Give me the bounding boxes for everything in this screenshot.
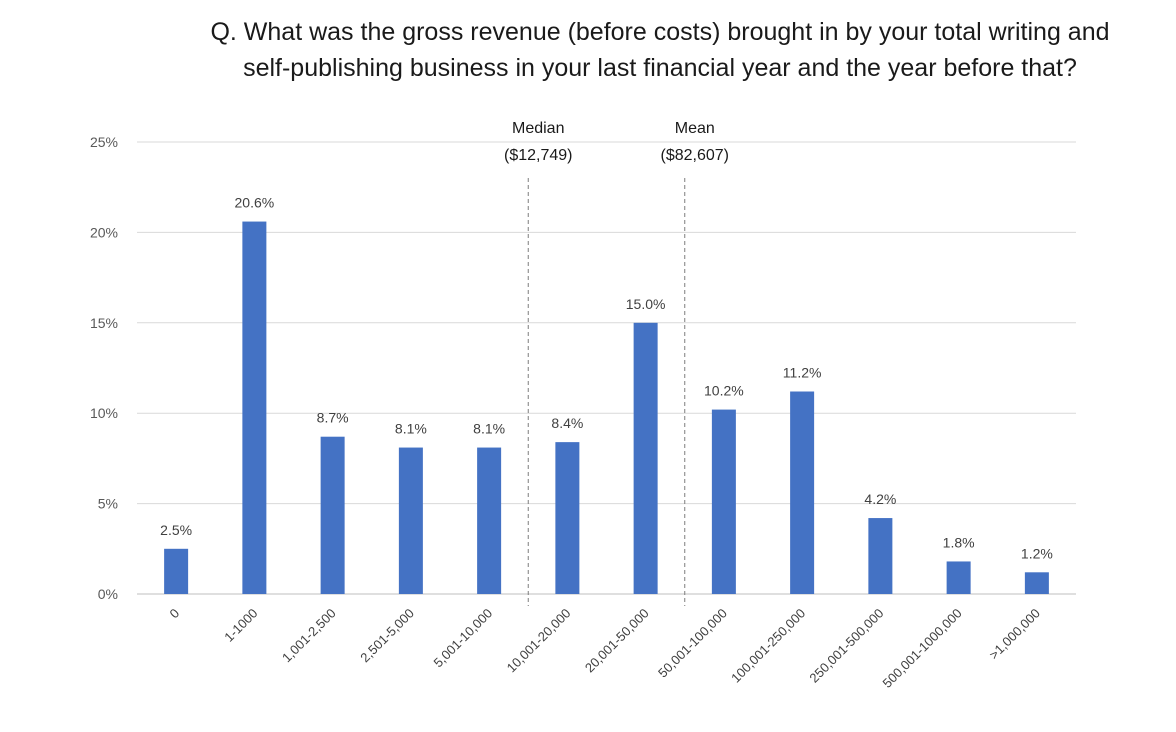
y-tick-label: 0%	[98, 586, 118, 602]
x-tick-label: 100,001-250,000	[728, 606, 808, 686]
data-labels: 2.5% 20.6% 8.7% 8.1% 8.1% 8.4% 15.0% 10.2% 11.2%…	[160, 195, 1053, 562]
x-axis: 0 1-1000 1,001-2,500 2,501-5,000 5,001-10,00…	[167, 606, 1043, 691]
x-tick-label: 250,001-500,000	[806, 606, 886, 686]
data-label: 20.6%	[235, 195, 275, 211]
y-tick-label: 10%	[90, 405, 118, 421]
reference-line-value: ($12,749)	[504, 147, 573, 164]
reference-lines: Median ($12,749) Mean ($82,607)	[504, 120, 729, 606]
x-tick-label: 20,001-50,000	[582, 606, 652, 676]
x-tick-label: 0	[167, 606, 183, 622]
x-tick-label: 1,001-2,500	[279, 606, 339, 666]
bar	[1024, 572, 1049, 594]
data-label: 8.1%	[395, 421, 427, 437]
data-label: 8.4%	[551, 415, 583, 431]
bars	[164, 221, 1049, 594]
reference-line-label: Median	[512, 120, 564, 137]
bar	[633, 322, 658, 594]
data-label: 4.2%	[864, 491, 896, 507]
bar	[868, 518, 893, 594]
chart-title-line-2: self-publishing business in your last fi…	[243, 54, 1077, 82]
x-tick-label: 500,001-1000,000	[880, 606, 965, 691]
reference-line-label: Mean	[675, 120, 715, 137]
y-tick-label: 25%	[90, 134, 118, 150]
y-tick-label: 15%	[90, 315, 118, 331]
bar	[946, 561, 971, 594]
data-label: 8.1%	[473, 421, 505, 437]
data-label: 2.5%	[160, 522, 192, 538]
gridlines	[137, 141, 1076, 595]
x-tick-label: 5,001-10,000	[430, 606, 495, 671]
data-label: 1.2%	[1021, 545, 1053, 561]
y-tick-label: 20%	[90, 224, 118, 240]
x-tick-label: 50,001-100,000	[655, 606, 730, 681]
bar	[711, 409, 736, 594]
data-label: 10.2%	[704, 383, 744, 399]
bar	[320, 436, 345, 594]
y-tick-label: 5%	[98, 496, 118, 512]
bar	[242, 221, 267, 594]
data-label: 15.0%	[626, 296, 666, 312]
data-label: 1.8%	[943, 534, 975, 550]
bar	[398, 447, 423, 594]
data-label: 8.7%	[317, 410, 349, 426]
bar	[555, 442, 580, 594]
bar	[790, 391, 815, 594]
reference-line-value: ($82,607)	[661, 147, 730, 164]
x-tick-label: 10,001-20,000	[504, 606, 574, 676]
bar	[164, 548, 189, 594]
x-tick-label: >1,000,000	[986, 606, 1043, 663]
y-axis: 0% 5% 10% 15% 20% 25%	[90, 134, 118, 602]
x-tick-label: 1-1000	[221, 606, 260, 645]
chart-title-line-1: Q. What was the gross revenue (before co…	[210, 18, 1110, 46]
bar	[477, 447, 502, 594]
chart-title: Q. What was the gross revenue (before co…	[150, 14, 1170, 86]
x-tick-label: 2,501-5,000	[357, 606, 417, 666]
data-label: 11.2%	[783, 365, 822, 381]
